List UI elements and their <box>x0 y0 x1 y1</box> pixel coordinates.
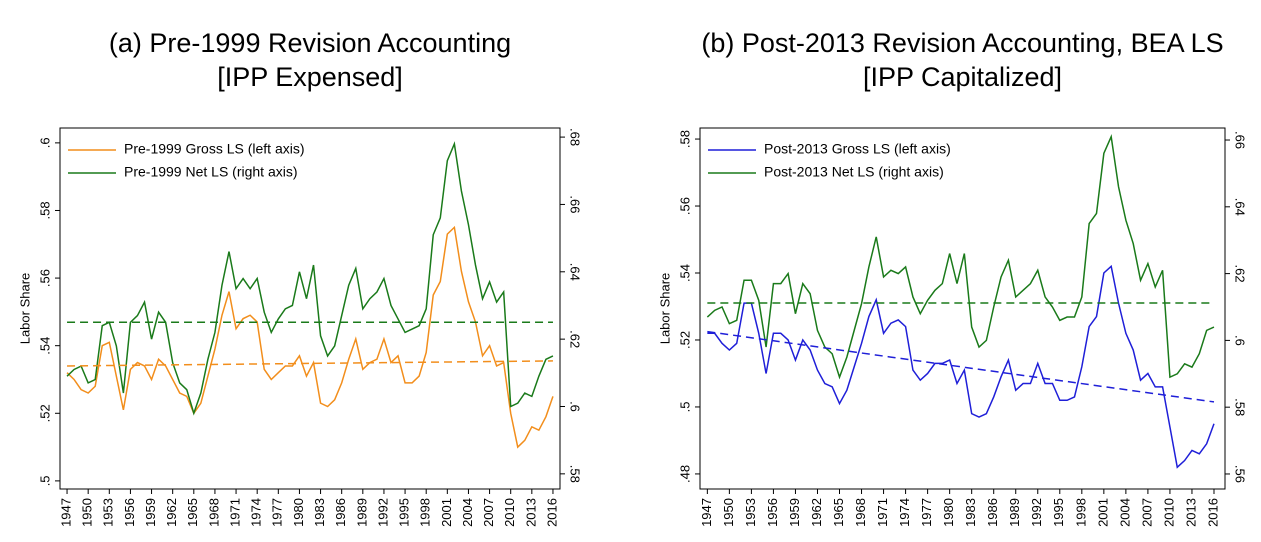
y-axis-label: Labor Share <box>17 273 32 345</box>
x-tick-label: 1983 <box>312 498 327 527</box>
chart-title: (a) Pre-1999 Revision Accounting <box>109 28 511 58</box>
series-line <box>706 133 1215 380</box>
y2-tick-label: .64 <box>1233 198 1248 216</box>
x-tick-label: 2007 <box>481 498 496 527</box>
x-tick-label: 1962 <box>809 498 824 527</box>
trend-line <box>707 330 1215 403</box>
x-tick-label: 1986 <box>333 498 348 527</box>
x-tick-label: 2016 <box>1205 498 1220 527</box>
y-tick-label: .54 <box>37 337 52 355</box>
plot-frame <box>699 127 1226 490</box>
x-tick-label: 1989 <box>354 498 369 527</box>
plot-frame <box>59 127 561 490</box>
legend-label: Post-2013 Gross LS (left axis) <box>764 141 951 157</box>
series-line <box>66 141 554 416</box>
y-tick-label: .56 <box>677 197 692 215</box>
x-tick-label: 1968 <box>853 498 868 527</box>
y2-tick-label: .68 <box>568 128 583 146</box>
legend-label: Pre-1999 Net LS (right axis) <box>124 164 298 180</box>
x-tick-label: 1962 <box>164 498 179 527</box>
y-tick-label: .5 <box>677 402 692 413</box>
x-tick-label: 1983 <box>963 498 978 527</box>
y2-tick-label: .66 <box>1233 131 1248 149</box>
x-tick-label: 2007 <box>1139 498 1154 527</box>
x-tick-label: 1950 <box>721 498 736 527</box>
y-axis-label: Labor Share <box>657 273 672 345</box>
x-tick-label: 2013 <box>523 498 538 527</box>
x-tick-label: 1977 <box>270 498 285 527</box>
y-tick-label: .58 <box>37 201 52 219</box>
legend-label: Post-2013 Net LS (right axis) <box>764 164 944 180</box>
chart-title: (b) Post-2013 Revision Accounting, BEA L… <box>701 28 1223 58</box>
y2-tick-label: .6 <box>1233 335 1248 346</box>
x-tick-label: 1965 <box>185 498 200 527</box>
y2-tick-label: .56 <box>1233 465 1248 483</box>
x-tick-label: 2004 <box>460 498 475 527</box>
y-tick-label: .56 <box>37 269 52 287</box>
y2-tick-label: .62 <box>1233 265 1248 283</box>
x-tick-label: 2004 <box>1117 498 1132 527</box>
x-tick-label: 1995 <box>397 498 412 527</box>
trend-line <box>67 360 553 367</box>
x-tick-label: 1956 <box>122 498 137 527</box>
y-tick-label: .52 <box>677 331 692 349</box>
y2-tick-label: .6 <box>568 401 583 412</box>
chart-title: [IPP Expensed] <box>217 62 403 92</box>
x-tick-label: 1959 <box>143 498 158 527</box>
x-tick-label: 2013 <box>1183 498 1198 527</box>
y-tick-label: .6 <box>37 137 52 148</box>
x-tick-label: 1998 <box>418 498 433 527</box>
y2-tick-label: .64 <box>568 263 583 281</box>
x-tick-label: 1947 <box>699 498 714 527</box>
x-tick-label: 1974 <box>249 498 264 527</box>
x-tick-label: 1986 <box>985 498 1000 527</box>
x-tick-label: 1995 <box>1051 498 1066 527</box>
series-line <box>707 264 1215 469</box>
x-tick-label: 1953 <box>743 498 758 527</box>
y-tick-label: .5 <box>37 475 52 486</box>
x-tick-label: 1998 <box>1073 498 1088 527</box>
x-tick-label: 2010 <box>502 498 517 527</box>
chart-title: [IPP Capitalized] <box>863 62 1062 92</box>
x-tick-label: 1956 <box>765 498 780 527</box>
y2-tick-label: .58 <box>568 465 583 483</box>
y-tick-label: .54 <box>677 264 692 282</box>
y-tick-label: .58 <box>677 130 692 148</box>
x-tick-label: 1947 <box>58 498 73 527</box>
x-tick-label: 2016 <box>544 498 559 527</box>
x-tick-label: 2001 <box>1095 498 1110 527</box>
x-tick-label: 1953 <box>101 498 116 527</box>
x-tick-label: 1974 <box>897 498 912 527</box>
x-tick-label: 1959 <box>787 498 802 527</box>
x-tick-label: 1980 <box>291 498 306 527</box>
x-tick-label: 1989 <box>1007 498 1022 527</box>
x-tick-label: 1971 <box>875 498 890 527</box>
x-tick-label: 1971 <box>227 498 242 527</box>
x-tick-label: 2001 <box>439 498 454 527</box>
x-tick-label: 1992 <box>1029 498 1044 527</box>
y-tick-label: .48 <box>677 465 692 483</box>
x-tick-label: 1968 <box>206 498 221 527</box>
y-tick-label: .52 <box>37 404 52 422</box>
x-tick-label: 1950 <box>80 498 95 527</box>
x-tick-label: 1965 <box>831 498 846 527</box>
y2-tick-label: .62 <box>568 330 583 348</box>
y2-tick-label: .58 <box>1233 398 1248 416</box>
x-tick-label: 2010 <box>1161 498 1176 527</box>
x-tick-label: 1992 <box>375 498 390 527</box>
legend-label: Pre-1999 Gross LS (left axis) <box>124 141 305 157</box>
y2-tick-label: .66 <box>568 195 583 213</box>
series-line <box>66 225 554 449</box>
x-tick-label: 1977 <box>919 498 934 527</box>
x-tick-label: 1980 <box>941 498 956 527</box>
